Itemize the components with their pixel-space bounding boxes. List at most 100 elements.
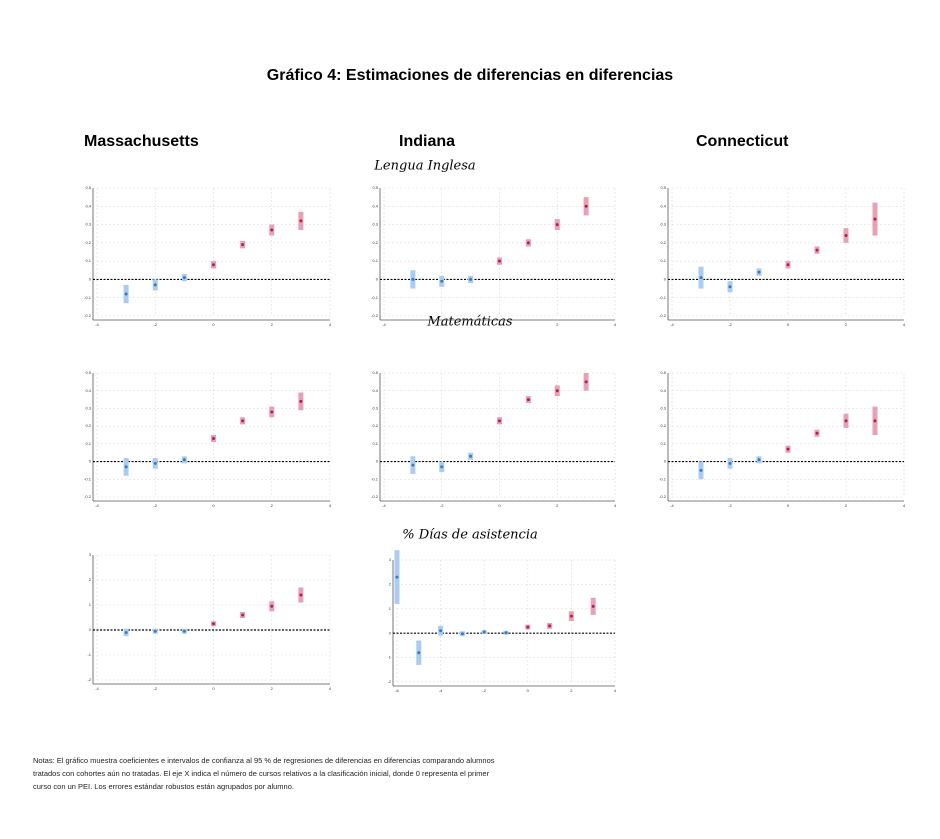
point (182, 629, 186, 633)
y-tick-label: 0.2 (85, 240, 91, 245)
point (815, 248, 819, 252)
x-tick-label: -4 (670, 503, 674, 508)
point (569, 614, 573, 618)
point (212, 437, 215, 441)
point (241, 419, 245, 423)
point (124, 465, 128, 469)
y-tick-label: 0 (89, 459, 92, 464)
y-tick-label: 0.5 (85, 185, 91, 190)
y-tick-label: 0.1 (660, 258, 666, 263)
y-tick-label: 0.5 (660, 185, 666, 190)
x-tick-label: -4 (382, 503, 386, 508)
x-tick-label: -6 (395, 688, 399, 693)
y-tick-label: -0.1 (84, 295, 92, 300)
figure-title: Gráfico 4: Estimaciones de diferencias e… (267, 67, 673, 84)
point (728, 461, 732, 465)
x-tick-label: -2 (153, 322, 157, 327)
y-tick-label: 0 (89, 276, 92, 281)
x-tick-label: 4 (614, 503, 617, 508)
y-tick-label: 0.3 (372, 222, 378, 227)
point (526, 241, 530, 245)
x-tick-label: 0 (527, 688, 530, 693)
y-tick-label: 0.2 (85, 423, 91, 428)
column-header: Connecticut (696, 133, 789, 150)
y-tick-label: 0.4 (660, 388, 666, 393)
x-tick-label: -2 (153, 686, 157, 691)
x-tick-label: -2 (440, 322, 444, 327)
y-tick-label: 0.3 (660, 222, 666, 227)
y-tick-label: 0.3 (660, 405, 666, 410)
point (504, 631, 508, 635)
y-tick-label: 0.1 (372, 441, 378, 446)
point (844, 419, 848, 423)
point (498, 259, 501, 263)
point (270, 604, 274, 608)
y-tick-label: 0.1 (85, 441, 91, 446)
point (241, 613, 245, 617)
x-tick-label: 2 (845, 503, 848, 508)
section-label: Lengua Inglesa (373, 159, 475, 174)
y-tick-label: 0.4 (660, 203, 666, 208)
x-tick-label: 2 (556, 503, 559, 508)
point (417, 651, 421, 655)
point (584, 380, 588, 384)
x-tick-label: -2 (482, 688, 486, 693)
point (786, 263, 790, 267)
point (212, 622, 215, 626)
x-tick-label: -4 (382, 322, 386, 327)
point (182, 276, 186, 280)
x-tick-label: -2 (153, 503, 157, 508)
x-tick-label: 0 (498, 503, 501, 508)
point (548, 624, 552, 628)
point (299, 593, 303, 597)
x-tick-label: 0 (212, 322, 215, 327)
y-tick-label: 0.4 (372, 203, 378, 208)
y-tick-label: 0 (89, 627, 92, 632)
point (526, 625, 530, 629)
point (526, 398, 530, 402)
y-tick-label: 0.5 (85, 370, 91, 375)
x-tick-label: 4 (903, 322, 906, 327)
point (699, 276, 703, 280)
x-tick-label: 2 (271, 322, 274, 327)
y-tick-label: 0.2 (660, 240, 666, 245)
x-tick-label: 0 (787, 503, 790, 508)
y-tick-label: -0.2 (371, 494, 379, 499)
y-tick-label: -1 (387, 655, 391, 660)
y-tick-label: 2 (389, 581, 392, 586)
point (411, 463, 415, 467)
point (153, 629, 157, 633)
x-tick-label: 4 (614, 322, 617, 327)
y-tick-label: 0 (376, 276, 379, 281)
y-tick-label: 3 (89, 552, 92, 557)
point (439, 629, 443, 633)
x-tick-label: 2 (271, 503, 274, 508)
x-tick-label: 4 (614, 688, 617, 693)
x-tick-label: 4 (903, 503, 906, 508)
y-tick-label: 1 (89, 602, 92, 607)
x-tick-label: -4 (95, 686, 99, 691)
point (498, 419, 501, 423)
point (555, 389, 559, 393)
y-tick-label: 0.3 (372, 405, 378, 410)
point (469, 277, 473, 281)
note-line: Notas: El gráfico muestra coeficientes e… (33, 756, 495, 765)
point (815, 431, 819, 435)
x-tick-label: -4 (95, 503, 99, 508)
y-tick-label: 0.5 (372, 370, 378, 375)
point (873, 217, 877, 221)
point (786, 447, 790, 451)
y-tick-label: -0.1 (659, 295, 667, 300)
point (728, 285, 732, 289)
x-tick-label: 2 (570, 688, 573, 693)
point (873, 419, 877, 423)
x-tick-label: -2 (440, 503, 444, 508)
point (182, 458, 186, 462)
point (584, 204, 588, 208)
y-tick-label: 0 (389, 630, 392, 635)
point (299, 399, 303, 403)
y-tick-label: -0.1 (659, 476, 667, 481)
x-tick-label: -4 (670, 322, 674, 327)
y-tick-label: -2 (87, 677, 91, 682)
